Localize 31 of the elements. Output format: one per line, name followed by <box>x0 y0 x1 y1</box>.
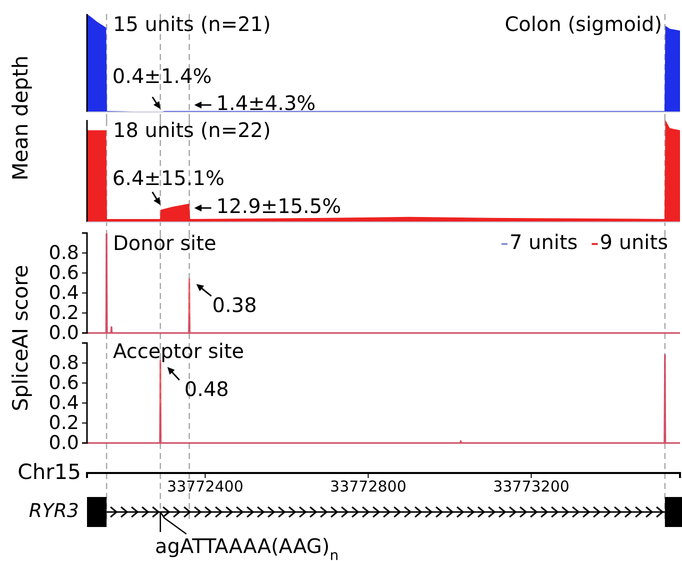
y-tick-label: 0.8 <box>48 242 79 264</box>
text: agATTAAAA(AAG)$_{n}$ <box>155 534 339 561</box>
y-tick-label: 0.0 <box>48 322 79 344</box>
y-tick-label: 0.8 <box>48 352 79 374</box>
legend-label: 7 units <box>509 230 578 254</box>
y-tick-label: 0.2 <box>48 412 79 434</box>
annotation: 1.4±4.3% <box>216 91 316 116</box>
legend-label: 9 units <box>600 230 668 254</box>
x-tick-label: 33772400 <box>167 478 244 496</box>
x-tick-label: 33772800 <box>330 478 406 496</box>
y-tick-label: 0.2 <box>48 302 79 324</box>
annotation: Donor site <box>113 231 216 256</box>
x-tick-label: 33773200 <box>493 478 570 496</box>
text: RYR3 <box>28 500 79 522</box>
y-tick-label: 0.6 <box>48 262 79 284</box>
y-axis-title: Mean depth <box>8 55 32 181</box>
annotation: 15 units (n=21) <box>113 12 271 36</box>
annotation: Acceptor site <box>113 339 244 364</box>
annotation: Colon (sigmoid) <box>504 12 662 36</box>
annotation: 0.4±1.4% <box>112 64 212 88</box>
annotation: 6.4±15.1% <box>112 166 224 190</box>
annotation: 0.38 <box>212 293 257 318</box>
x-axis-title: Chr15 <box>18 460 81 484</box>
y-tick-label: 0.4 <box>48 392 79 414</box>
annotation: 12.9±15.5% <box>216 194 342 218</box>
annotation: 18 units (n=22) <box>113 118 271 142</box>
annotation: 0.48 <box>184 377 229 402</box>
y-axis-title: SpliceAI score <box>8 264 32 412</box>
y-tick-label: 0.4 <box>48 282 79 304</box>
y-tick-label: 0.6 <box>48 372 79 394</box>
y-tick-label: 0.0 <box>48 432 79 454</box>
